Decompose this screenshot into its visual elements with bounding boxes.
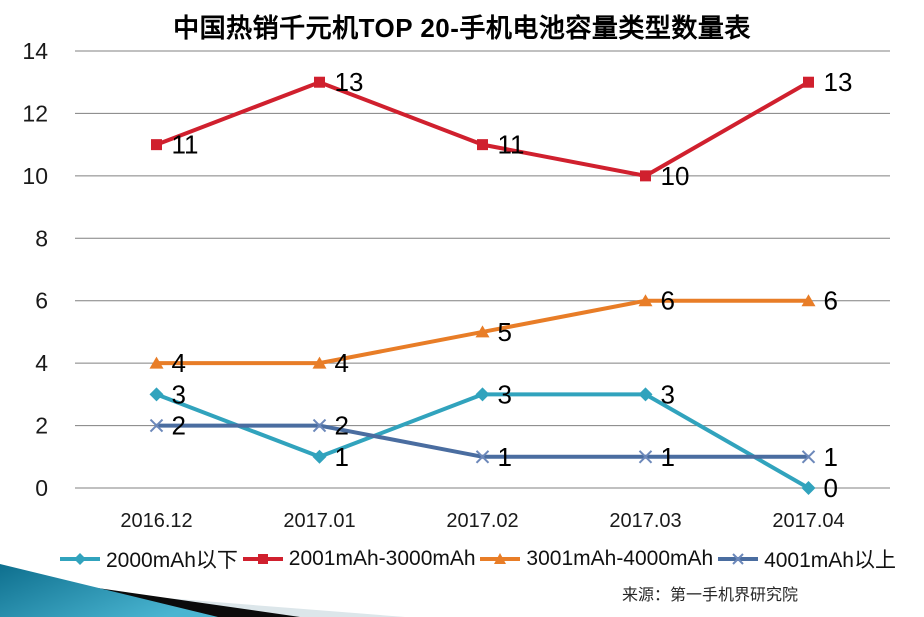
data-label: 2: [335, 411, 349, 441]
marker-diamond: [149, 387, 164, 402]
series-line: [155, 392, 810, 490]
marker-x: [475, 450, 490, 464]
data-label: 1: [824, 442, 838, 472]
y-tick-label: 12: [22, 100, 48, 126]
data-label: 4: [172, 348, 186, 378]
legend-item-0: 2000mAh以下: [58, 544, 238, 574]
y-tick-label: 4: [35, 350, 48, 376]
data-label: 6: [824, 286, 838, 316]
y-tick-label: 6: [35, 288, 48, 314]
legend-item-2: 3001mAh-4000mAh: [478, 547, 713, 571]
marker-square: [151, 139, 162, 151]
legend-marker-triangle-icon: [480, 553, 521, 564]
data-label: 3: [498, 379, 512, 409]
x-tick-label: 2017.04: [772, 510, 844, 532]
marker-x: [638, 450, 653, 464]
decoration-teal-wedge: [0, 564, 218, 617]
marker-x: [149, 418, 164, 433]
data-label: 1: [661, 442, 675, 472]
data-label: 11: [172, 130, 199, 160]
data-label: 1: [498, 442, 512, 472]
data-label: 3: [661, 379, 675, 409]
x-tick-label: 2017.03: [609, 510, 681, 532]
data-label: 2: [172, 411, 186, 441]
y-tick-label: 0: [35, 475, 48, 501]
marker-triangle: [801, 294, 816, 307]
marker-square: [477, 139, 488, 151]
marker-triangle: [638, 294, 653, 307]
data-label: 13: [824, 67, 853, 97]
legend-item-1: 2001mAh-3000mAh: [241, 547, 476, 571]
legend-marker-x-icon: [718, 553, 759, 565]
marker-diamond: [801, 481, 816, 495]
chart-title: 中国热销千元机TOP 20-手机电池容量类型数量表: [173, 13, 751, 43]
y-tick-label: 14: [22, 38, 48, 64]
legend-label: 3001mAh-4000mAh: [526, 547, 714, 570]
marker-diamond: [475, 387, 490, 402]
legend-label: 4001mAh以上: [764, 549, 896, 572]
series-line: [155, 80, 810, 178]
marker-triangle: [149, 356, 164, 369]
legend-item-3: 4001mAh以上: [716, 544, 896, 574]
x-tick-label: 2016.12: [120, 510, 192, 532]
marker-triangle: [312, 356, 327, 369]
marker-diamond: [312, 449, 327, 464]
legend-label: 2001mAh-3000mAh: [288, 547, 476, 570]
y-tick-label: 2: [35, 413, 48, 439]
data-label: 4: [335, 348, 349, 378]
marker-x: [801, 450, 816, 464]
legend-label: 2000mAh以下: [106, 549, 238, 572]
data-label: 10: [661, 161, 690, 191]
data-label: 3: [172, 379, 186, 409]
data-label: 0: [824, 473, 838, 503]
marker-x: [312, 418, 327, 433]
data-label: 1: [335, 442, 349, 472]
y-tick-label: 10: [22, 163, 48, 189]
y-tick-label: 8: [35, 225, 48, 251]
marker-square: [640, 170, 651, 182]
data-label: 13: [335, 67, 364, 97]
legend-marker-square-icon: [242, 554, 283, 564]
data-label: 5: [498, 317, 512, 347]
marker-square: [314, 76, 325, 88]
corner-decoration: [0, 564, 405, 617]
data-label: 6: [661, 286, 675, 316]
legend-marker-diamond-icon: [60, 553, 100, 565]
source-credit: 来源：第一手机界研究院: [621, 587, 798, 604]
marker-diamond: [638, 387, 653, 402]
x-tick-label: 2017.02: [446, 510, 518, 532]
x-tick-label: 2017.01: [283, 510, 355, 532]
chart-legend: 2000mAh以下 2001mAh-3000mAh 3001mAh-4000mAh 4…: [0, 544, 924, 574]
marker-square: [803, 76, 814, 88]
data-label: 11: [498, 130, 525, 160]
marker-triangle: [475, 325, 490, 338]
